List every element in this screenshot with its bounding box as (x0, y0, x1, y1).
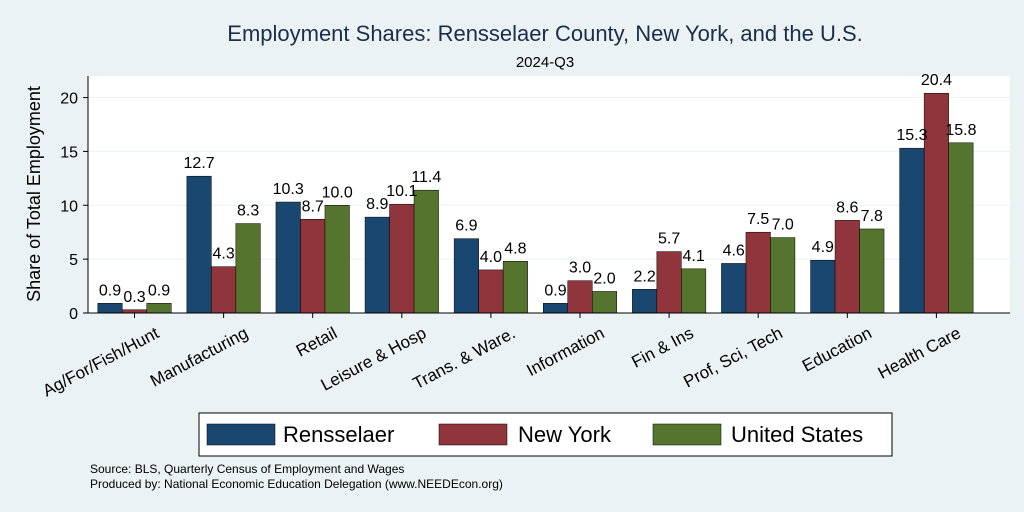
bar (478, 269, 504, 314)
legend-swatch (652, 423, 722, 446)
bar-value-label: 10.1 (386, 183, 417, 200)
bars-group (97, 92, 974, 314)
bar (97, 303, 123, 314)
bar-value-label: 7.0 (772, 217, 794, 234)
bar-value-label: 8.6 (836, 199, 858, 216)
bar (810, 259, 836, 314)
bar (502, 261, 528, 314)
bar-value-label: 6.9 (455, 218, 477, 235)
bar (567, 280, 593, 314)
value-labels-group: 0.9 0.3 0.912.74.38.310.38.710.08.910.111.… (99, 72, 977, 306)
bar (899, 147, 925, 314)
bar (923, 92, 949, 314)
bar-value-label: 4.1 (682, 248, 704, 265)
bar-value-label: 5.7 (658, 231, 680, 248)
bar-value-label: 4.9 (812, 239, 834, 256)
bar-value-label: 0.3 (123, 289, 145, 306)
bar-value-label: 8.7 (302, 198, 324, 215)
bar-value-label: 4.6 (723, 242, 745, 259)
bar (656, 251, 682, 314)
bar (186, 175, 212, 314)
bar (146, 303, 172, 314)
bar-value-label: 15.3 (896, 127, 927, 144)
bar-value-label: 2.0 (593, 270, 615, 287)
bar (948, 142, 974, 314)
bar (235, 223, 261, 314)
bar (324, 205, 350, 314)
bar-value-label: 2.2 (633, 268, 655, 285)
bar (453, 238, 479, 314)
bar-value-label: 0.9 (148, 282, 170, 299)
bar-value-label: 3.0 (569, 260, 591, 277)
bar-value-label: 7.5 (747, 211, 769, 228)
bar (300, 219, 326, 314)
bar (413, 189, 439, 314)
legend-box (198, 412, 893, 457)
legend-label: New York (518, 422, 612, 447)
legend: Rensselaer New York United States (198, 412, 893, 457)
bar-value-label: 0.9 (99, 282, 121, 299)
chart-title: Employment Shares: Rensselaer County, Ne… (227, 21, 862, 46)
y-tick-label: 5 (69, 252, 78, 269)
y-axis-label: Share of Total Employment (24, 86, 44, 302)
bar (681, 268, 707, 314)
bar (543, 303, 568, 314)
bar-value-label: 0.9 (544, 282, 566, 299)
y-tick-label: 10 (60, 198, 78, 215)
y-axis-ticks: 0 5 10 15 20 (60, 91, 88, 323)
bar (275, 201, 301, 314)
bar-value-label: 12.7 (184, 155, 215, 172)
bar-value-label: 11.4 (411, 169, 441, 186)
legend-swatch (438, 423, 508, 446)
bar-value-label: 20.4 (921, 72, 952, 89)
bar-value-label: 4.3 (212, 246, 234, 263)
y-tick-label: 15 (60, 144, 78, 161)
bar (770, 237, 796, 314)
legend-label: Rensselaer (283, 422, 394, 447)
bar-value-label: 4.8 (504, 240, 526, 257)
bar (721, 263, 747, 314)
bar (211, 266, 237, 314)
bar (745, 231, 771, 314)
producer-note: Produced by: National Economic Education… (90, 477, 503, 491)
bar-value-label: 8.3 (237, 203, 259, 220)
bar-value-label: 15.8 (945, 122, 976, 139)
source-note: Source: BLS, Quarterly Census of Employm… (90, 462, 404, 476)
bar (834, 220, 860, 314)
bar (859, 228, 885, 314)
bar-value-label: 10.0 (322, 184, 353, 201)
y-tick-label: 0 (69, 306, 78, 323)
legend-swatch (206, 423, 276, 446)
bar-value-label: 8.9 (366, 196, 388, 213)
bar (592, 291, 617, 314)
y-tick-label: 20 (60, 91, 78, 108)
chart-subtitle: 2024-Q3 (516, 54, 574, 71)
bar (364, 216, 390, 314)
legend-label: United States (731, 422, 863, 447)
bar (389, 203, 415, 314)
bar-value-label: 7.8 (861, 208, 883, 225)
bar (632, 289, 658, 314)
bar-value-label: 10.3 (273, 181, 304, 198)
bar-value-label: 4.0 (480, 249, 502, 266)
